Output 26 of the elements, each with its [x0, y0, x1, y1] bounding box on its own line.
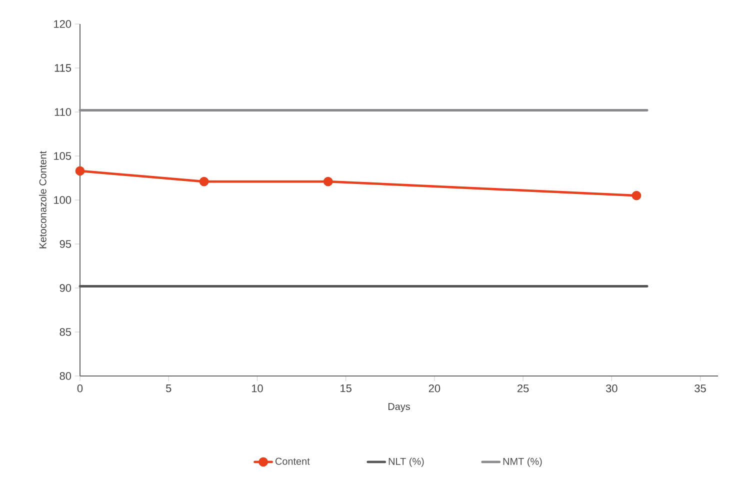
x-tick-label: 15	[340, 384, 352, 392]
y-tick-label: 85	[60, 328, 72, 336]
y-tick-label: 105	[54, 152, 72, 160]
legend-label: NMT (%)	[503, 458, 542, 467]
legend-label: NLT (%)	[388, 458, 424, 467]
x-tick-label: 0	[77, 384, 83, 392]
point	[75, 166, 85, 176]
point	[632, 190, 642, 200]
y-tick-label: 120	[54, 20, 72, 28]
y-tick-label: 80	[60, 372, 72, 380]
y-tick-label: 90	[60, 284, 72, 292]
x-axis-title: Days	[388, 403, 410, 412]
x-tick-label: 30	[606, 384, 618, 392]
y-tick-label: 95	[60, 240, 72, 248]
x-tick-label: 35	[694, 384, 706, 392]
x-tick-label: 10	[252, 384, 263, 392]
y-axis-title: Ketoconazole Content	[39, 151, 46, 248]
y-tick-label: 110	[54, 108, 72, 116]
point	[199, 176, 209, 186]
point	[323, 176, 333, 186]
y-tick-label: 115	[54, 64, 72, 72]
x-tick-label: 5	[166, 384, 172, 392]
legend-label: Content	[275, 458, 310, 465]
x-tick-label: 25	[518, 384, 529, 392]
x-tick-label: 20	[428, 384, 440, 392]
y-tick-label: 100	[54, 196, 72, 204]
